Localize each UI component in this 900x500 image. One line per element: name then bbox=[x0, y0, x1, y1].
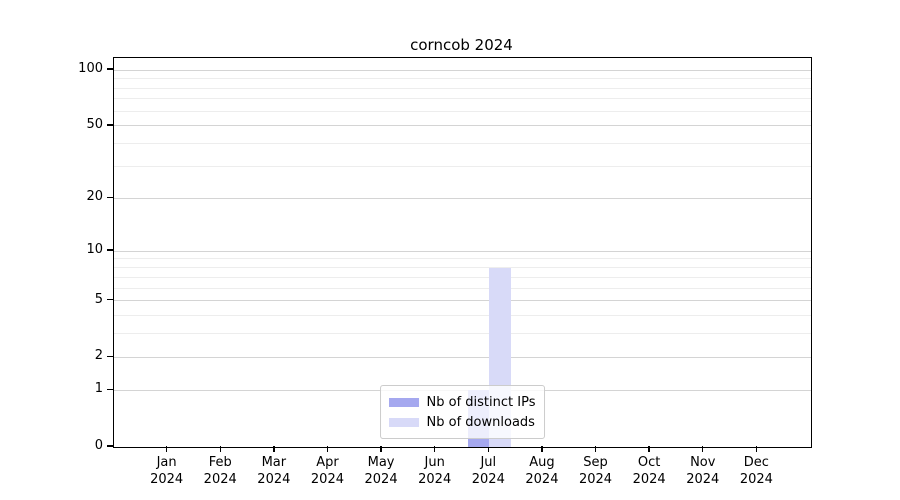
x-tick-label-year: 2024 bbox=[471, 471, 505, 487]
x-tick-label-year: 2024 bbox=[632, 471, 666, 487]
x-tick-label: Nov 2024 bbox=[673, 455, 733, 488]
gridline-minor bbox=[114, 276, 811, 278]
y-tick bbox=[107, 196, 113, 198]
gridline-minor bbox=[114, 110, 811, 112]
gridline-minor bbox=[114, 98, 811, 100]
x-tick-label-year: 2024 bbox=[418, 471, 452, 487]
x-tick-label-year: 2024 bbox=[310, 471, 344, 487]
x-tick-label-month: Jun bbox=[424, 455, 445, 470]
x-tick bbox=[648, 446, 650, 452]
y-tick-label: 20 bbox=[86, 189, 103, 205]
y-tick-label: 100 bbox=[78, 61, 103, 76]
gridline-major bbox=[114, 125, 811, 127]
chart-title: corncob 2024 bbox=[410, 36, 513, 54]
y-tick-label: 0 bbox=[94, 438, 103, 453]
x-tick-label-year: 2024 bbox=[578, 471, 613, 487]
x-tick-label: Apr 2024 bbox=[297, 455, 357, 488]
x-tick-label: Jun 2024 bbox=[405, 455, 465, 488]
x-tick-label-month: Dec bbox=[743, 455, 769, 470]
x-tick-label-month: May bbox=[367, 455, 395, 470]
y-tick-label: 5 bbox=[94, 291, 103, 307]
x-tick-label: Jul 2024 bbox=[458, 455, 518, 488]
x-tick-label-year: 2024 bbox=[257, 471, 291, 487]
x-tick-label: Jan 2024 bbox=[137, 455, 197, 488]
gridline-minor bbox=[114, 143, 811, 145]
gridline-minor bbox=[114, 87, 811, 89]
x-tick-label-year: 2024 bbox=[150, 471, 184, 487]
y-tick bbox=[107, 445, 113, 447]
y-tick-label: 2 bbox=[94, 348, 103, 364]
legend-row-downloads: Nb of downloads bbox=[388, 412, 536, 432]
x-tick-label-year: 2024 bbox=[364, 471, 398, 487]
gridline-major bbox=[114, 356, 811, 358]
x-tick-label-year: 2024 bbox=[686, 471, 720, 487]
x-tick-label: Mar 2024 bbox=[244, 455, 304, 488]
gridline-minor bbox=[114, 333, 811, 335]
x-tick-label-year: 2024 bbox=[525, 471, 559, 487]
x-tick-label: Feb 2024 bbox=[190, 455, 250, 488]
gridline-major bbox=[114, 69, 811, 71]
x-tick-label-month: Mar bbox=[261, 455, 287, 470]
y-tick bbox=[107, 298, 113, 301]
gridline-minor bbox=[114, 78, 811, 80]
legend-row-distinct-ips: Nb of distinct IPs bbox=[388, 392, 536, 412]
x-tick-label: Dec 2024 bbox=[726, 455, 786, 488]
y-tick bbox=[107, 355, 113, 357]
x-tick bbox=[433, 446, 436, 452]
x-tick-label: Oct 2024 bbox=[619, 455, 679, 488]
gridline-minor bbox=[114, 315, 811, 317]
gridline-minor bbox=[114, 267, 811, 269]
x-tick bbox=[594, 446, 597, 452]
gridline-minor bbox=[114, 258, 811, 260]
x-tick-label-year: 2024 bbox=[739, 471, 773, 487]
legend-label-distinct-ips: Nb of distinct IPs bbox=[426, 394, 536, 410]
y-tick-label: 10 bbox=[86, 242, 103, 258]
x-tick-label-month: Sep bbox=[583, 455, 608, 470]
x-tick-label-month: Oct bbox=[637, 455, 661, 470]
x-tick-label: Aug 2024 bbox=[512, 455, 572, 488]
gridline-major bbox=[114, 250, 811, 252]
y-tick bbox=[107, 124, 113, 126]
y-tick bbox=[107, 388, 113, 391]
x-tick bbox=[219, 446, 221, 452]
x-tick bbox=[165, 446, 168, 452]
x-tick-label: Sep 2024 bbox=[566, 455, 626, 488]
legend-swatch-distinct-ips bbox=[388, 397, 419, 407]
x-tick-label-month: Apr bbox=[316, 455, 339, 470]
gridline-major bbox=[114, 197, 811, 199]
plot-area: Nb of distinct IPs Nb of downloads bbox=[113, 57, 812, 448]
legend-label-downloads: Nb of downloads bbox=[426, 414, 535, 430]
gridline-minor bbox=[114, 166, 811, 167]
y-tick bbox=[107, 68, 113, 70]
y-tick-label: 50 bbox=[86, 116, 103, 132]
legend-swatch-downloads bbox=[388, 417, 419, 427]
x-tick bbox=[487, 446, 489, 452]
x-tick bbox=[541, 446, 543, 452]
x-tick-label-month: Jul bbox=[480, 455, 497, 470]
x-tick-label-year: 2024 bbox=[203, 471, 237, 487]
y-tick bbox=[107, 249, 113, 251]
x-tick bbox=[273, 446, 275, 452]
gridline-minor bbox=[114, 287, 811, 289]
x-tick bbox=[326, 446, 329, 452]
x-tick-label-month: Feb bbox=[208, 455, 232, 470]
x-tick bbox=[702, 446, 704, 452]
gridline-major bbox=[114, 300, 811, 302]
x-tick-label: May 2024 bbox=[351, 455, 411, 488]
x-tick-label-month: Nov bbox=[690, 455, 716, 470]
x-tick bbox=[380, 446, 382, 452]
y-tick-label: 1 bbox=[94, 381, 103, 397]
x-tick-label-month: Jan bbox=[156, 455, 177, 470]
legend: Nb of distinct IPs Nb of downloads bbox=[379, 385, 546, 439]
x-tick bbox=[755, 446, 758, 452]
x-tick-label-month: Aug bbox=[529, 455, 555, 470]
